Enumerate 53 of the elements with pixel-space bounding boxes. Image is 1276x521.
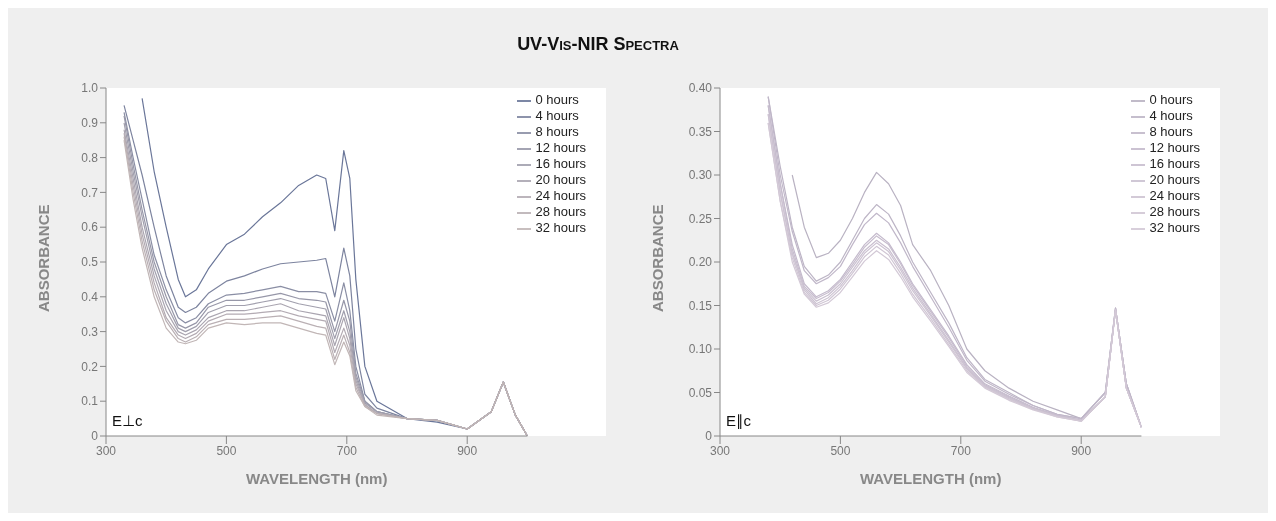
- text: UV-Vis-NIR Spectra: [516, 34, 680, 55]
- y-tick-label: 0.3: [81, 324, 99, 339]
- y-tick-label: 0.05: [688, 385, 713, 400]
- legend-label: 4 hours: [1149, 108, 1193, 123]
- y-tick-label: 0.25: [688, 211, 713, 226]
- legend-label: 8 hours: [535, 124, 579, 139]
- y-tick-label: 0.35: [688, 124, 713, 139]
- x-tick-label: 900: [457, 443, 478, 458]
- legend-label: 0 hours: [1149, 92, 1193, 107]
- x-tick-label: 500: [216, 443, 237, 458]
- y-tick-label: 0.1: [81, 394, 99, 409]
- y-tick-label: 0.4: [81, 290, 99, 305]
- y-tick-label: 0.20: [688, 255, 713, 270]
- y-tick-label: 0.6: [81, 220, 99, 235]
- x-axis-title: WAVELENGTH (nm): [860, 470, 1002, 487]
- x-tick-label: 900: [1071, 443, 1092, 458]
- y-tick-label: 0.30: [688, 168, 713, 183]
- legend-label: 32 hours: [1149, 220, 1200, 235]
- y-tick-label: 0.2: [81, 359, 99, 374]
- legend-label: 28 hours: [535, 204, 586, 219]
- legend-label: 24 hours: [1149, 188, 1200, 203]
- annotation: E∥c: [726, 412, 752, 430]
- y-tick-label: 0: [705, 429, 713, 444]
- y-tick-label: 0.10: [688, 342, 713, 357]
- legend-label: 0 hours: [535, 92, 579, 107]
- y-tick-label: 0.40: [688, 81, 713, 96]
- legend-label: 24 hours: [535, 188, 586, 203]
- y-tick-label: 0.7: [81, 185, 99, 200]
- y-tick-label: 0.5: [81, 255, 99, 270]
- legend-label: 16 hours: [1149, 156, 1200, 171]
- y-axis-title: ABSORBANCE: [35, 204, 53, 312]
- y-tick-label: 0: [91, 429, 99, 444]
- y-axis-title: ABSORBANCE: [649, 204, 667, 312]
- annotation: E⊥c: [112, 412, 143, 430]
- legend-label: 12 hours: [535, 140, 586, 155]
- legend-label: 4 hours: [535, 108, 579, 123]
- x-tick-label: 700: [336, 443, 358, 458]
- x-tick-label: 300: [709, 443, 731, 458]
- x-axis-title: WAVELENGTH (nm): [246, 470, 388, 487]
- y-tick-label: 0.15: [688, 298, 713, 313]
- y-tick-label: 1.0: [81, 81, 99, 96]
- legend-label: 28 hours: [1149, 204, 1200, 219]
- legend-label: 12 hours: [1149, 140, 1200, 155]
- y-tick-label: 0.9: [81, 116, 99, 131]
- x-tick-label: 700: [950, 443, 972, 458]
- legend-label: 20 hours: [1149, 172, 1200, 187]
- legend-label: 32 hours: [535, 220, 586, 235]
- x-tick-label: 300: [95, 443, 117, 458]
- legend-label: 16 hours: [535, 156, 586, 171]
- y-tick-label: 0.8: [81, 150, 99, 165]
- x-tick-label: 500: [830, 443, 851, 458]
- legend-label: 20 hours: [535, 172, 586, 187]
- legend-label: 8 hours: [1149, 124, 1193, 139]
